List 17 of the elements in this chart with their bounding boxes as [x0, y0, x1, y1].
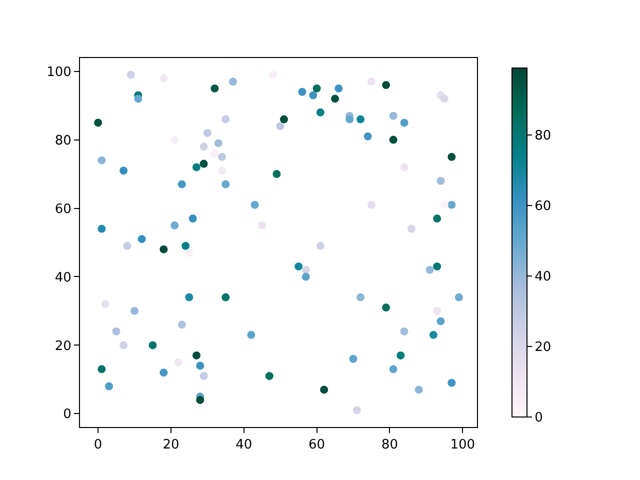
y-tick-label: 0 [63, 407, 72, 422]
y-tick-label: 60 [54, 202, 72, 217]
y-tick-label: 100 [46, 64, 72, 80]
y-tick-label: 40 [54, 270, 72, 286]
color-bar-label: 60 [534, 199, 552, 214]
x-tick-label: 100 [450, 438, 476, 453]
color-bar-label: 20 [534, 340, 552, 356]
x-tick-label: 20 [162, 438, 180, 453]
color-bar-label: 40 [534, 270, 552, 285]
x-tick-label: 40 [236, 438, 252, 453]
color-bar-label: 80 [534, 128, 552, 144]
color-bar-label: 0 [534, 410, 543, 426]
y-tick-label: 80 [54, 133, 72, 148]
x-tick-label: 60 [308, 438, 326, 453]
y-tick-label: 20 [54, 338, 72, 354]
x-tick-label: 0 [94, 438, 102, 453]
x-tick-label: 80 [381, 438, 398, 453]
